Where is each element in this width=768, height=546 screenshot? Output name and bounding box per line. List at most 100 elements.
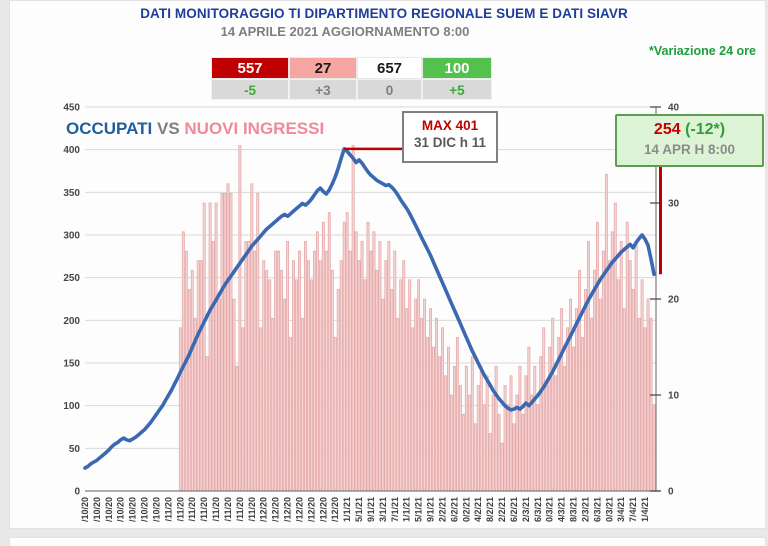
svg-text:100: 100	[63, 401, 80, 412]
summary-value-cell: 27	[289, 57, 357, 79]
summary-delta-cell: 0	[357, 79, 422, 100]
summary-delta-cell: +3	[289, 79, 357, 100]
latest-delta: (-12*)	[680, 121, 726, 138]
max-date: 31 DIC h 11	[413, 135, 487, 150]
svg-text:/11/20: /11/20	[187, 497, 197, 522]
svg-text:400: 400	[63, 145, 80, 156]
occupati-line	[83, 147, 656, 470]
svg-text:4/2/21: 4/2/21	[473, 497, 483, 522]
svg-text:0/3/21: 0/3/21	[604, 497, 614, 522]
svg-text:7/1/21: 7/1/21	[390, 497, 400, 522]
svg-text:/12/20: /12/20	[271, 497, 281, 522]
svg-text:9/1/21: 9/1/21	[366, 497, 376, 522]
svg-text:30: 30	[668, 199, 680, 210]
svg-text:2/2/21: 2/2/21	[497, 497, 507, 522]
svg-text:/10/20: /10/20	[140, 497, 150, 522]
svg-text:1/1/21: 1/1/21	[342, 497, 352, 522]
svg-text:/11/20: /11/20	[235, 497, 245, 522]
svg-text:200: 200	[63, 316, 80, 327]
svg-text:/12/20: /12/20	[306, 497, 316, 522]
svg-text:/10/20: /10/20	[128, 497, 138, 522]
svg-text:2/2/21: 2/2/21	[437, 497, 447, 522]
max-annotation-box: MAX 401 31 DIC h 11	[402, 111, 498, 163]
svg-text:3/4/21: 3/4/21	[616, 497, 626, 522]
svg-text:/11/20: /11/20	[211, 497, 221, 522]
svg-text:350: 350	[63, 188, 80, 199]
svg-text:/12/20: /12/20	[294, 497, 304, 522]
svg-text:0: 0	[668, 487, 674, 498]
legend-occupati-label: OCCUPATI	[66, 119, 153, 138]
svg-text:10: 10	[668, 391, 680, 402]
svg-text:2/3/21: 2/3/21	[521, 497, 531, 522]
svg-text:/11/20: /11/20	[223, 497, 233, 522]
svg-text:/10/20: /10/20	[116, 497, 126, 522]
svg-text:9/1/21: 9/1/21	[426, 497, 436, 522]
svg-text:0/2/21: 0/2/21	[461, 497, 471, 522]
legend-nuovi-label: NUOVI INGRESSI	[184, 119, 325, 138]
svg-text:1/1/21: 1/1/21	[402, 497, 412, 522]
svg-text:0/3/21: 0/3/21	[545, 497, 555, 522]
summary-table: 557 -5 27 +3 657 0 100 +5	[211, 57, 492, 100]
nuovi-ingressi-bars	[178, 145, 656, 492]
svg-text:6/3/21: 6/3/21	[592, 497, 602, 522]
svg-text:/10/20: /10/20	[92, 497, 102, 522]
latest-date: 14 APR H 8:00	[643, 142, 736, 157]
chart-legend: OCCUPATI VS NUOVI INGRESSI	[66, 119, 324, 139]
svg-text:1/4/21: 1/4/21	[640, 497, 650, 522]
summary-value-cell: 557	[211, 57, 289, 79]
summary-col-green: 100 +5	[422, 57, 492, 100]
svg-text:/11/20: /11/20	[163, 497, 173, 522]
svg-text:/10/20: /10/20	[80, 497, 90, 522]
page-title: DATI MONITORAGGIO TI DIPARTIMENTO REGION…	[140, 6, 628, 21]
summary-value-cell: 657	[357, 57, 422, 79]
svg-text:6/3/21: 6/3/21	[533, 497, 543, 522]
latest-value: 254	[653, 121, 681, 138]
summary-col-occupied: 557 -5	[211, 57, 289, 100]
svg-text:6/2/21: 6/2/21	[449, 497, 459, 522]
summary-value-cell: 100	[422, 57, 492, 79]
svg-text:/11/20: /11/20	[199, 497, 209, 522]
svg-text:50: 50	[69, 444, 81, 455]
page-subtitle: 14 APRILE 2021 AGGIORNAMENTO 8:00	[220, 24, 470, 39]
svg-text:/12/20: /12/20	[330, 497, 340, 522]
latest-line: 254 (-12*)	[617, 121, 762, 139]
svg-text:5/1/21: 5/1/21	[414, 497, 424, 522]
summary-delta-cell: -5	[211, 79, 289, 100]
svg-text:/12/20: /12/20	[259, 497, 269, 522]
next-card-edge	[9, 537, 766, 546]
svg-text:0: 0	[74, 487, 80, 498]
svg-text:/10/20: /10/20	[104, 497, 114, 522]
svg-text:7/4/21: 7/4/21	[628, 497, 638, 522]
legend-vs-label: VS	[152, 119, 185, 138]
svg-text:40: 40	[668, 103, 680, 114]
svg-text:250: 250	[63, 273, 80, 284]
variation-note: *Variazione 24 ore	[648, 44, 756, 58]
annotation-lines	[344, 147, 662, 275]
svg-text:300: 300	[63, 231, 80, 242]
max-value: MAX 401	[421, 118, 479, 133]
summary-delta-cell: +5	[422, 79, 492, 100]
svg-text:8/2/21: 8/2/21	[485, 497, 495, 522]
svg-text:3/1/21: 3/1/21	[378, 497, 388, 522]
svg-text:450: 450	[63, 103, 80, 114]
axes	[85, 106, 661, 492]
summary-col-new-entries: 27 +3	[289, 57, 357, 100]
svg-text:5/1/21: 5/1/21	[354, 497, 364, 522]
right-axis-labels: 0 10 20 30 40	[668, 103, 680, 498]
left-axis-labels: 0 50 100 150 200 250 300 350 400 450	[63, 103, 80, 498]
svg-text:20: 20	[668, 295, 680, 306]
svg-text:/11/20: /11/20	[247, 497, 257, 522]
x-axis-labels: /10/20/10/20/10/20/10/20/10/20/10/20/10/…	[80, 497, 650, 522]
svg-text:/12/20: /12/20	[283, 497, 293, 522]
svg-text:2/3/21: 2/3/21	[580, 497, 590, 522]
svg-text:/10/20: /10/20	[151, 497, 161, 522]
svg-text:/11/20: /11/20	[175, 497, 185, 522]
summary-col-total: 657 0	[357, 57, 422, 100]
svg-text:4/3/21: 4/3/21	[557, 497, 567, 522]
svg-text:150: 150	[63, 359, 80, 370]
svg-text:6/2/21: 6/2/21	[509, 497, 519, 522]
svg-text:8/3/21: 8/3/21	[569, 497, 579, 522]
latest-annotation-box: 254 (-12*) 14 APR H 8:00	[615, 114, 764, 167]
